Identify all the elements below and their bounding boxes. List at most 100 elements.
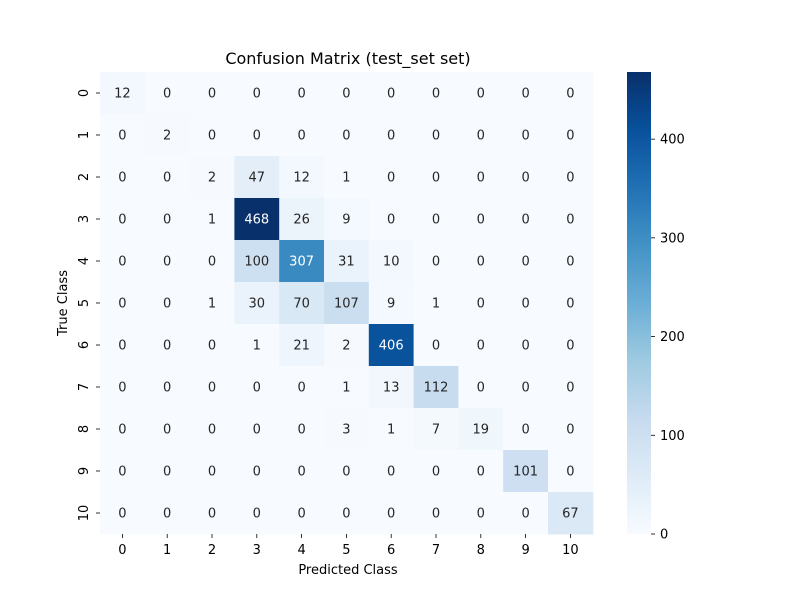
heatmap-cell [234,240,280,283]
cell-value-label: 0 [521,171,529,186]
cell-value-label: 0 [477,171,485,186]
heatmap-cell [368,324,415,367]
heatmap-cell [324,156,370,199]
heatmap-cell [189,240,235,283]
cell-value-label: 0 [163,213,171,228]
heatmap-cell [234,450,280,493]
y-tick-labels: 0 1 2 3 4 5 6 7 8 9 10 [77,89,100,521]
cell-value-label: 0 [253,423,261,438]
heatmap-cell [458,240,504,283]
heatmap-cell [100,240,146,283]
cell-value-label: 0 [432,171,440,186]
cell-value-label: 0 [432,339,440,354]
cell-value-label: 0 [387,213,395,228]
heatmap-cell [548,240,594,283]
heatmap-cell [503,366,549,409]
cell-value-label: 0 [297,423,305,438]
colorbar-tick-label: 100 [660,429,685,444]
heatmap-cell [324,240,370,283]
cell-value-label: 1 [208,213,216,228]
x-tick-label: 9 [521,543,529,558]
heatmap-cell [279,450,325,493]
heatmap-cell [458,156,504,199]
cell-value-label: 0 [208,465,216,480]
cell-value-label: 7 [432,423,440,438]
heatmap-cell [144,72,191,115]
cell-value-label: 0 [566,213,574,228]
cell-value-label: 0 [297,381,305,396]
x-tick-label: 1 [163,543,171,558]
cell-value-label: 30 [249,297,266,312]
heatmap-cell [413,72,459,115]
cell-value-label: 67 [562,507,579,522]
cell-value-label: 1 [387,423,395,438]
heatmap-cell [458,198,504,241]
heatmap-cell [368,282,415,325]
cell-value-label: 0 [253,465,261,480]
cell-value-label: 0 [477,213,485,228]
heatmap-cell [279,408,325,451]
heatmap-cell [503,450,549,493]
cell-value-label: 0 [521,381,529,396]
heatmap-cell [189,408,235,451]
heatmap-cell [458,450,504,493]
y-axis-label: True Class [56,270,71,337]
cell-value-label: 31 [338,255,355,270]
cell-value-label: 107 [334,297,359,312]
heatmap-cell [503,492,549,535]
heatmap-cell [324,492,370,535]
cell-value-label: 0 [432,129,440,144]
cell-value-label: 0 [387,465,395,480]
colorbar-ticks: 0 100 200 300 400 [651,133,685,543]
heatmap-cell [458,114,504,157]
y-tick-label: 8 [77,425,92,433]
heatmap-cell [144,240,191,283]
heatmap-cell [458,324,504,367]
heatmap-cell [144,366,191,409]
cell-value-label: 0 [566,381,574,396]
cell-value-label: 0 [163,507,171,522]
cell-value-label: 0 [477,129,485,144]
cell-value-label: 1 [342,381,350,396]
cell-value-label: 0 [477,87,485,102]
cell-value-label: 307 [289,255,314,270]
heatmap-cell [458,492,504,535]
cell-value-label: 0 [163,87,171,102]
heatmap-cell [144,450,191,493]
heatmap-cell [503,156,549,199]
heatmap-cell [279,492,325,535]
cell-value-label: 0 [521,87,529,102]
cell-value-label: 21 [293,339,310,354]
cell-value-label: 70 [293,297,310,312]
heatmap-cell [548,324,594,367]
heatmap-cell [368,72,415,115]
cell-value-label: 2 [342,339,350,354]
heatmap-cell [144,198,191,241]
cell-value-label: 0 [477,339,485,354]
cell-value-label: 0 [566,297,574,312]
cell-value-label: 406 [379,339,404,354]
x-tick-label: 6 [387,543,395,558]
colorbar-tick-label: 200 [660,330,685,345]
cell-value-label: 0 [342,87,350,102]
cell-value-label: 0 [208,339,216,354]
cell-value-label: 12 [293,171,310,186]
heatmap-cell [324,282,370,325]
heatmap-cell [189,492,235,535]
cell-value-label: 0 [387,171,395,186]
cell-value-label: 0 [387,87,395,102]
heatmap-cell [189,366,235,409]
heatmap-cell [234,198,280,241]
heatmap-cell [413,450,459,493]
heatmap-cell [458,72,504,115]
cell-value-label: 0 [521,507,529,522]
cell-value-label: 0 [208,507,216,522]
heatmap-cell [234,156,280,199]
cell-value-label: 0 [118,507,126,522]
chart-title: Confusion Matrix (test_set set) [225,49,470,69]
cell-value-label: 0 [477,465,485,480]
cell-value-label: 2 [208,171,216,186]
heatmap-cell [413,492,459,535]
heatmap-cell [503,114,549,157]
